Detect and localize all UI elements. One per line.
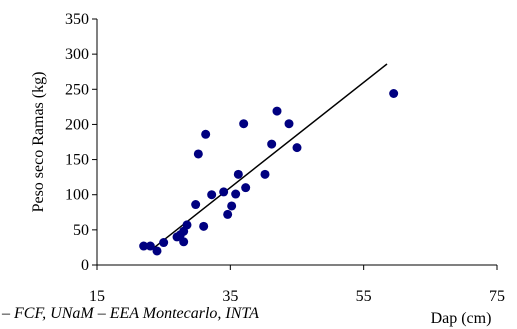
data-point xyxy=(234,170,243,179)
data-point xyxy=(159,238,168,247)
y-tick-label: 0 xyxy=(81,257,89,274)
y-tick-label: 50 xyxy=(73,222,89,239)
source-footer: – FCF, UNaM – EEA Montecarlo, INTA xyxy=(1,305,259,322)
data-point xyxy=(261,170,270,179)
x-axis-title: Dap (cm) xyxy=(431,310,492,327)
data-point xyxy=(389,89,398,98)
data-point xyxy=(223,210,232,219)
x-axis-ticks: 15 35 55 75 xyxy=(89,265,505,305)
y-tick-label: 350 xyxy=(65,11,89,28)
y-tick-label: 200 xyxy=(65,116,89,133)
data-point xyxy=(183,220,192,229)
x-tick-label: 35 xyxy=(222,288,238,305)
y-axis-title: Peso seco Ramas (kg) xyxy=(30,72,47,213)
data-point xyxy=(201,130,210,139)
x-tick-label: 55 xyxy=(356,288,372,305)
y-tick-label: 150 xyxy=(65,152,89,169)
data-point xyxy=(199,222,208,231)
data-point xyxy=(191,200,200,209)
y-tick-label: 300 xyxy=(65,46,89,63)
y-axis-ticks: 0 50 100 150 200 250 300 350 xyxy=(65,11,97,274)
y-tick-label: 250 xyxy=(65,81,89,98)
data-point xyxy=(273,107,282,116)
data-point xyxy=(267,140,276,149)
data-point xyxy=(241,183,250,192)
data-point xyxy=(231,190,240,199)
data-point xyxy=(285,119,294,128)
axes xyxy=(97,19,497,265)
data-point xyxy=(179,237,188,246)
data-point xyxy=(293,143,302,152)
data-point xyxy=(219,187,228,196)
data-point xyxy=(153,246,162,255)
data-point xyxy=(194,149,203,158)
y-tick-label: 100 xyxy=(65,187,89,204)
x-tick-label: 15 xyxy=(89,288,105,305)
data-points xyxy=(139,89,398,255)
data-point xyxy=(207,190,216,199)
x-tick-label: 75 xyxy=(489,288,505,305)
data-point xyxy=(239,119,248,128)
data-point xyxy=(227,201,236,210)
